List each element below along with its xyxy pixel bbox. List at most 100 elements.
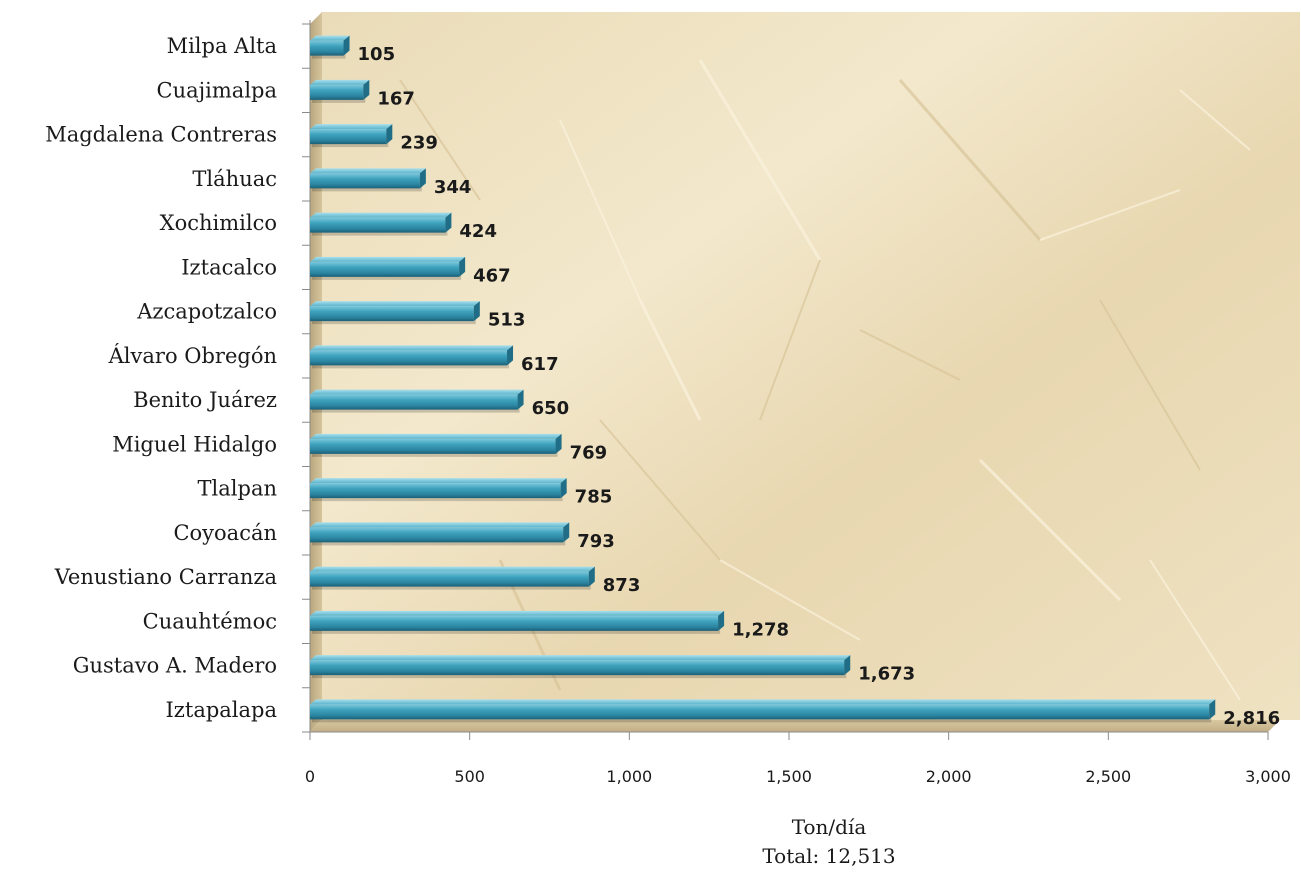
data-label: 513 xyxy=(488,310,526,331)
category-label: Milpa Alta xyxy=(167,34,277,58)
parchment-crease xyxy=(638,299,702,421)
x-tick-label: 2,500 xyxy=(1085,767,1131,786)
category-label: Cuauhtémoc xyxy=(143,609,277,633)
x-axis-title: Ton/día xyxy=(792,815,867,839)
bar-front-face xyxy=(310,704,1210,720)
bar-top-face xyxy=(310,478,567,484)
parchment-crease xyxy=(599,419,721,561)
category-label: Coyoacán xyxy=(173,521,277,545)
labels: 0 500 1,000 1,500 2,000 2,500 3,000 105 Milpa Al… xyxy=(45,34,1291,868)
data-label: 785 xyxy=(575,487,613,508)
data-label: 239 xyxy=(400,133,438,154)
x-tick-label: 1,000 xyxy=(606,767,652,786)
data-label: 2,816 xyxy=(1223,708,1280,729)
bar xyxy=(310,522,570,546)
bar xyxy=(310,566,595,590)
bar xyxy=(310,256,466,280)
bar-top-face xyxy=(310,79,370,85)
bar-end-cap xyxy=(386,124,393,145)
bar-end-cap xyxy=(473,301,480,322)
parchment-crease xyxy=(859,329,961,381)
bar xyxy=(310,610,725,634)
category-label: Benito Juárez xyxy=(133,388,277,412)
bar xyxy=(310,124,393,148)
bar-top-face xyxy=(310,655,851,661)
bar-top-face xyxy=(310,301,480,307)
data-label: 617 xyxy=(521,354,559,375)
bar-top-face xyxy=(310,522,570,528)
bar-top-face xyxy=(310,345,514,351)
bar-end-cap xyxy=(1209,699,1216,720)
bar-end-cap xyxy=(507,345,514,366)
data-label: 793 xyxy=(577,531,615,552)
x-tick-label: 2,000 xyxy=(926,767,972,786)
floor xyxy=(310,720,1280,732)
category-label: Cuajimalpa xyxy=(157,78,277,102)
bar-front-face xyxy=(310,40,344,56)
parchment-crease xyxy=(719,559,861,641)
parchment-crease xyxy=(559,119,641,301)
bar-end-cap xyxy=(363,79,370,100)
bar-end-cap xyxy=(343,35,350,56)
parchment-crease xyxy=(1179,89,1251,151)
bar-end-cap xyxy=(419,168,426,189)
bar xyxy=(310,478,567,502)
bar-end-cap xyxy=(588,566,595,587)
bar xyxy=(310,79,370,103)
category-label: Xochimilco xyxy=(160,211,277,235)
bar-end-cap xyxy=(555,433,562,454)
bar xyxy=(310,35,350,59)
bar xyxy=(310,212,452,236)
bar-front-face xyxy=(310,527,564,543)
bar-top-face xyxy=(310,389,524,395)
bar-top-face xyxy=(310,124,393,130)
bar xyxy=(310,168,426,192)
bar-top-face xyxy=(310,433,562,439)
total-note: Total: 12,513 xyxy=(762,844,895,868)
parchment-back-wall xyxy=(322,12,1300,720)
category-label: Magdalena Contreras xyxy=(45,123,277,147)
category-label: Tlalpan xyxy=(198,477,277,501)
x-tick-label: 0 xyxy=(305,767,315,786)
bar-end-cap xyxy=(718,610,725,631)
bar-end-cap xyxy=(844,655,851,676)
data-label: 424 xyxy=(459,221,497,242)
bar-top-face xyxy=(310,566,595,572)
bar xyxy=(310,433,562,457)
bar-front-face xyxy=(310,129,387,145)
bar xyxy=(310,389,524,413)
side-wall xyxy=(310,12,322,732)
bar xyxy=(310,699,1216,723)
bar-top-face xyxy=(310,699,1216,705)
bar-front-face xyxy=(310,306,474,322)
data-label: 1,278 xyxy=(732,619,789,640)
bar-top-face xyxy=(310,35,350,41)
data-label: 344 xyxy=(434,177,472,198)
category-label: Álvaro Obregón xyxy=(108,344,277,368)
data-label: 650 xyxy=(532,398,570,419)
category-label: Gustavo A. Madero xyxy=(73,654,277,678)
data-label: 467 xyxy=(473,265,511,286)
x-tick-label: 1,500 xyxy=(766,767,812,786)
parchment-crease xyxy=(399,79,481,201)
parchment-crease xyxy=(978,458,1122,602)
bar-end-cap xyxy=(459,256,466,277)
category-label: Azcapotzalco xyxy=(136,300,277,324)
bar-end-cap xyxy=(563,522,570,543)
data-label: 167 xyxy=(377,88,415,109)
bar-front-face xyxy=(310,217,446,233)
bar-front-face xyxy=(310,438,556,454)
data-label: 769 xyxy=(570,442,608,463)
bar-front-face xyxy=(310,660,845,676)
parchment-crease xyxy=(698,59,822,261)
bar xyxy=(310,655,851,679)
parchment-crease xyxy=(1099,299,1201,471)
bar-front-face xyxy=(310,350,508,366)
bar-top-face xyxy=(310,212,452,218)
category-label: Tláhuac xyxy=(192,167,277,191)
category-label: Iztacalco xyxy=(181,255,277,279)
parchment-crease xyxy=(1039,189,1181,241)
bar-front-face xyxy=(310,394,518,410)
parchment-crease xyxy=(898,79,1042,241)
data-label: 105 xyxy=(358,44,396,65)
